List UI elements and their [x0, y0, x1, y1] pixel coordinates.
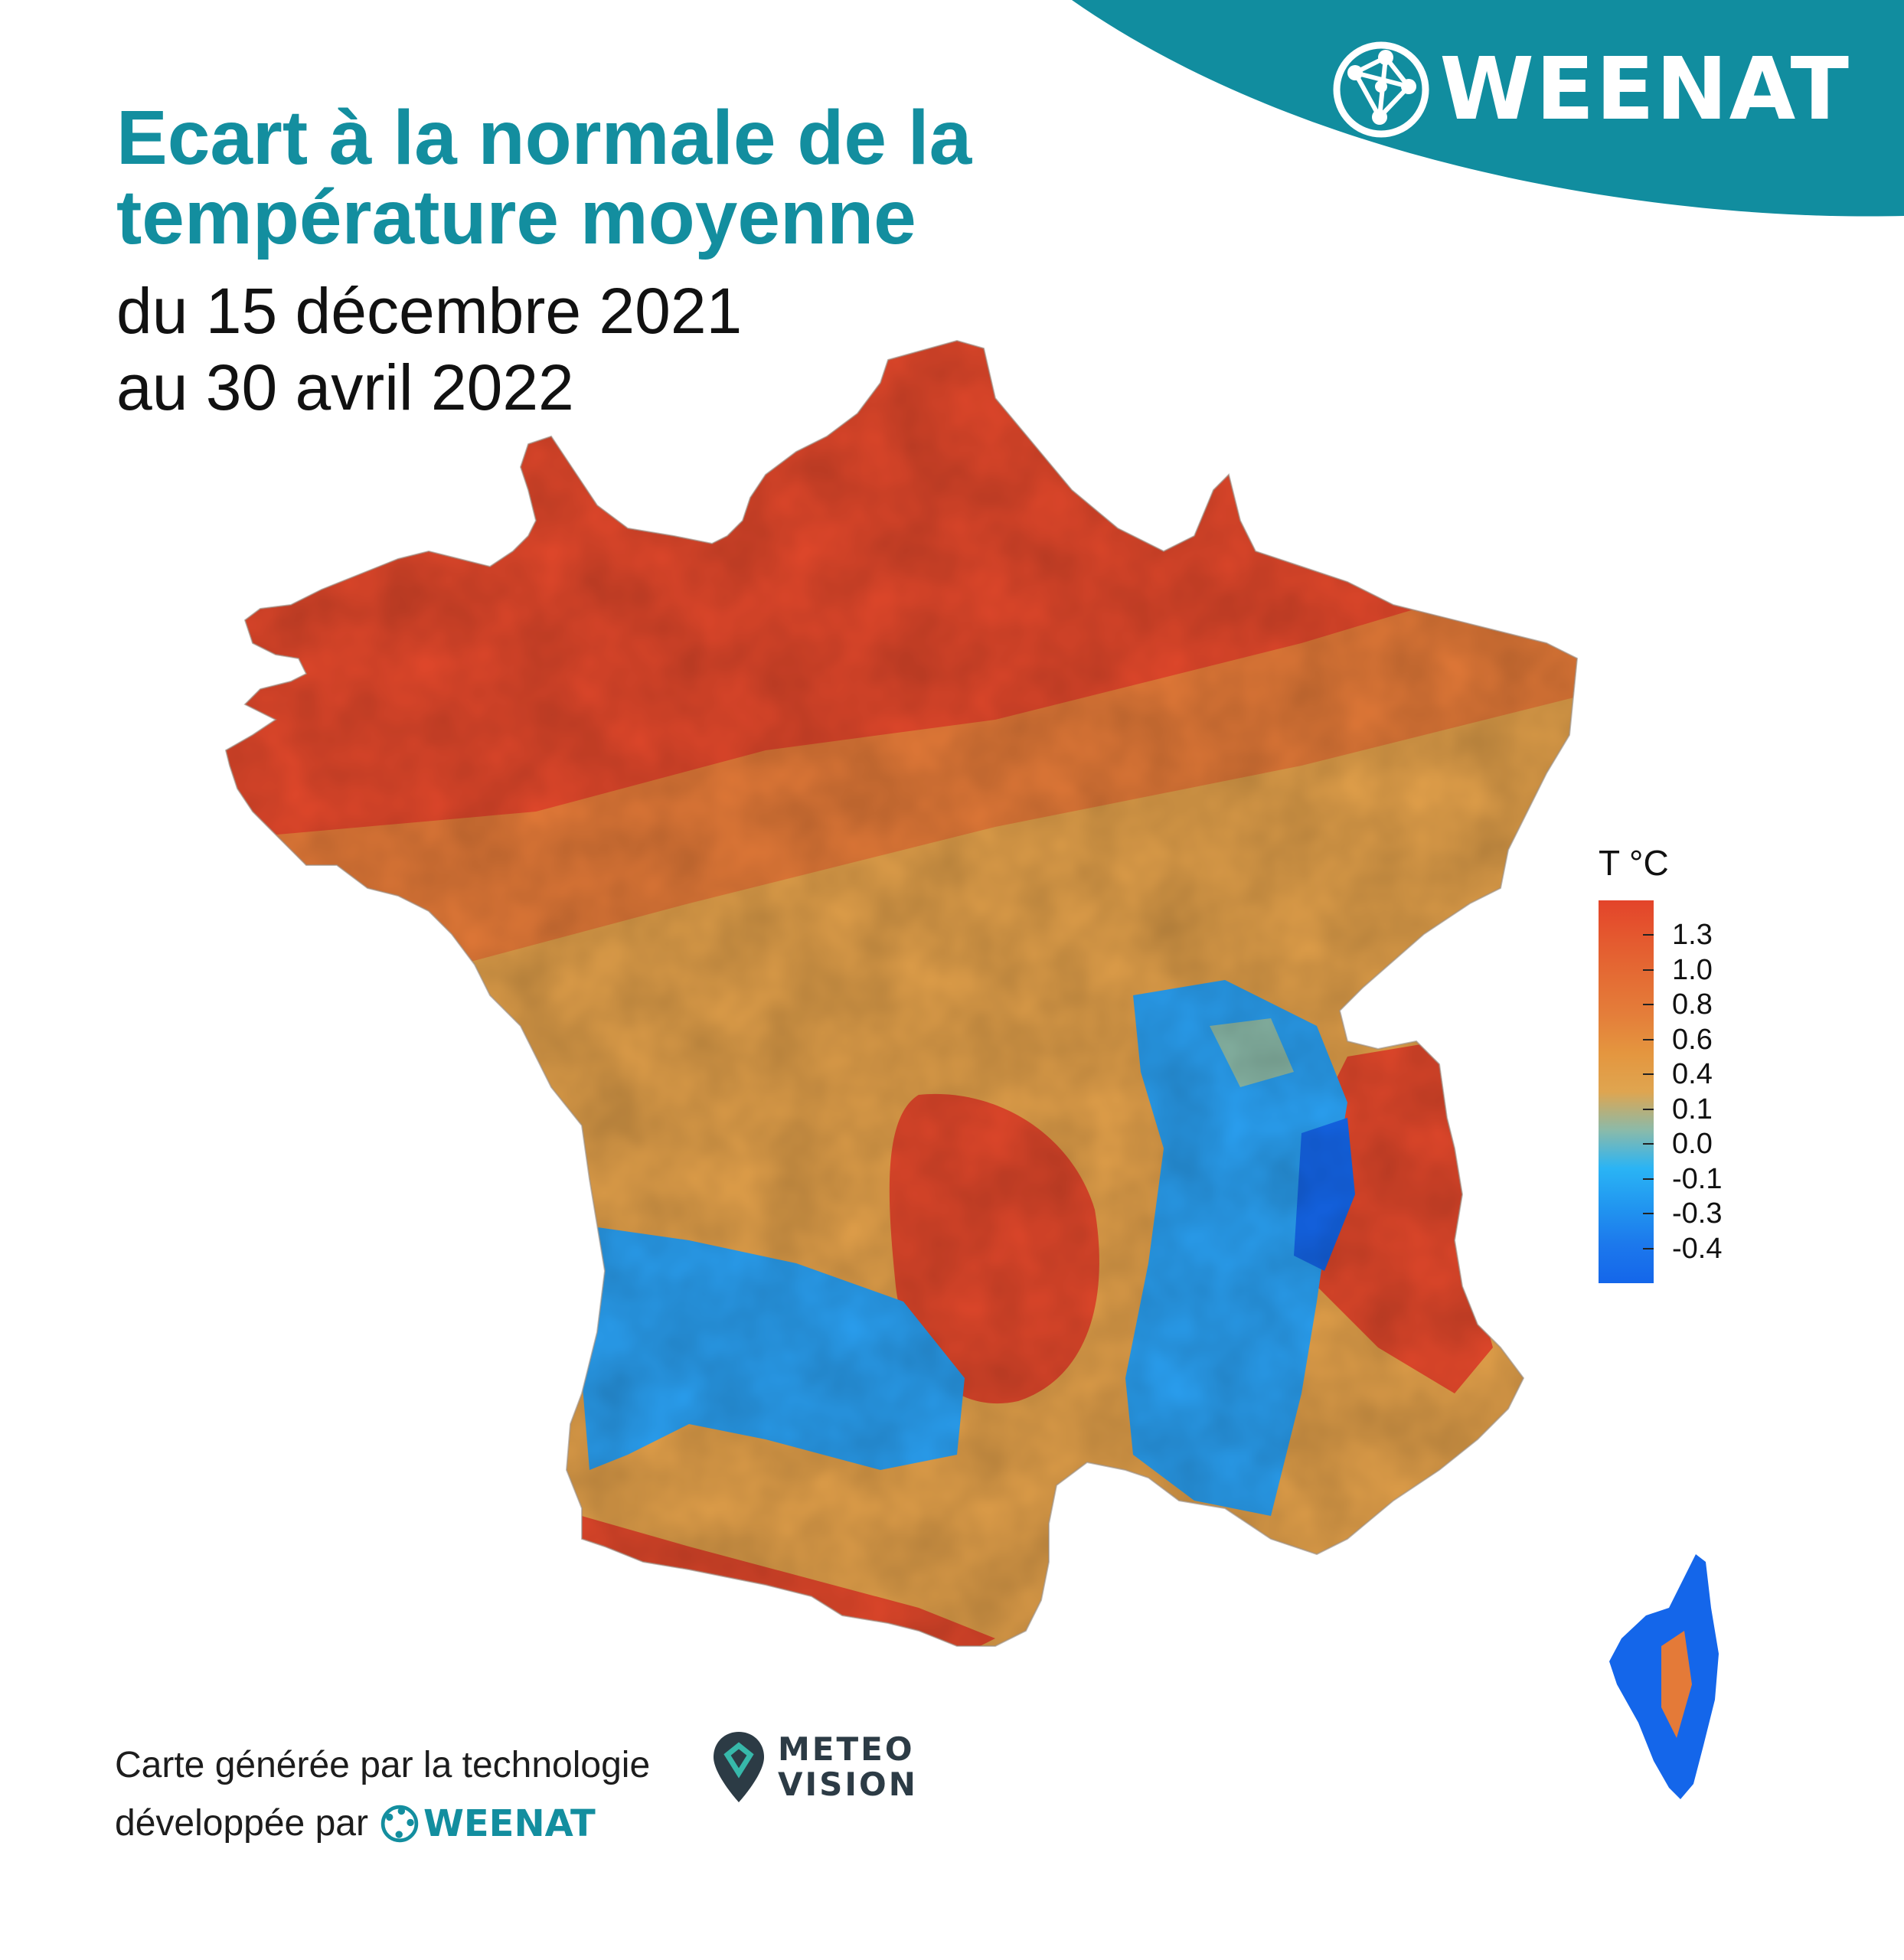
legend-label: -0.4: [1672, 1233, 1722, 1264]
credits-line-2: développée par: [115, 1795, 368, 1853]
legend-tick: [1643, 934, 1654, 936]
network-globe-icon: [380, 1805, 419, 1843]
product-line-2: VISION: [778, 1767, 918, 1802]
corsica-island: [1609, 1554, 1719, 1799]
legend-label: -0.1: [1672, 1164, 1722, 1194]
partner-brand-name: WEENAT: [423, 1795, 596, 1853]
legend-label: -0.3: [1672, 1198, 1722, 1229]
legend-tick: [1643, 1248, 1654, 1250]
legend-label: 0.8: [1672, 989, 1713, 1020]
map-fill: [191, 306, 1608, 1684]
legend-title: T °C: [1599, 842, 1669, 884]
legend-color-bar: [1599, 900, 1654, 1283]
credits: Carte générée par la technologie dévelop…: [115, 1736, 650, 1853]
credits-line-1: Carte générée par la technologie: [115, 1736, 650, 1795]
legend-label: 0.4: [1672, 1059, 1713, 1089]
legend-tick: [1643, 1213, 1654, 1214]
legend-tick: [1643, 969, 1654, 971]
meteovision-logo[interactable]: METEO VISION: [710, 1729, 918, 1805]
map-pin-logo-icon: [710, 1729, 767, 1805]
legend-tick: [1643, 1178, 1654, 1180]
legend-label: 1.0: [1672, 955, 1713, 985]
product-line-1: METEO: [778, 1732, 918, 1767]
color-legend: T °C 1.3 1.0 0.8 0.6 0.4 0.1 0.0 -0.1 -0.3 -0.4: [1592, 842, 1761, 1302]
weenat-small-logo[interactable]: WEENAT: [380, 1795, 596, 1853]
legend-label: 1.3: [1672, 920, 1713, 950]
legend-tick: [1643, 1109, 1654, 1110]
legend-label: 0.1: [1672, 1094, 1713, 1125]
legend-label: 0.6: [1672, 1024, 1713, 1055]
legend-tick: [1643, 1073, 1654, 1075]
legend-tick: [1643, 1039, 1654, 1040]
legend-label: 0.0: [1672, 1129, 1713, 1159]
legend-tick: [1643, 1004, 1654, 1005]
legend-tick: [1643, 1143, 1654, 1145]
